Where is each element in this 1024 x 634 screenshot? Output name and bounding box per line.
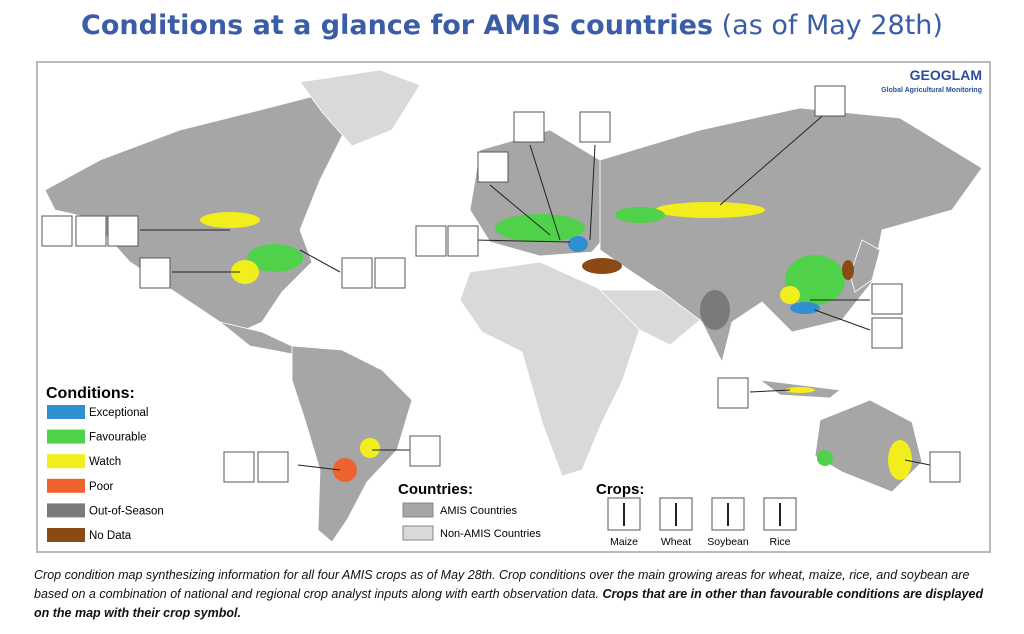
legend: Conditions: Exceptional Favourable Watch Poo… (42, 380, 797, 548)
crop-label: Rice (769, 536, 790, 548)
callouts (140, 104, 931, 471)
legend-label: Watch (89, 456, 121, 468)
legend-title: Conditions: (46, 385, 135, 402)
legend-label: Non-AMIS Countries (440, 528, 541, 540)
legend-swatch (47, 405, 85, 419)
map: Conditions: Exceptional Favourable Watch Poo… (36, 61, 991, 553)
crop-label: Soybean (707, 536, 749, 548)
title: Conditions at a glance for AMIS countrie… (81, 10, 714, 41)
caption-text: Crop condition map synthesizing informat… (34, 568, 970, 601)
subtitle: (as of May 28th) (721, 10, 943, 41)
legend-label: Favourable (89, 432, 147, 444)
legend-swatch (47, 478, 85, 493)
crop-symbols (41, 85, 961, 483)
legend-label: No Data (89, 530, 132, 542)
crop-label: Maize (610, 536, 638, 548)
legend-swatch (47, 454, 85, 469)
legend-title: Crops: (596, 481, 644, 498)
legend-swatch (47, 528, 85, 542)
legend-swatch (402, 525, 434, 541)
legend-label: Poor (89, 481, 113, 493)
legend-label: Out-of-Season (89, 505, 164, 517)
legend-title: Countries: (398, 481, 473, 498)
crop-label: Wheat (661, 536, 691, 548)
logo-tagline: Global Agricultural Monitoring (881, 87, 982, 94)
caption: Crop condition map synthesizing informat… (34, 566, 994, 623)
title-bar: Conditions at a glance for AMIS countrie… (0, 10, 1024, 41)
legend-label: AMIS Countries (440, 505, 518, 517)
land (44, 69, 983, 543)
caption-emphasis: Crops that are in other than favourable … (34, 587, 984, 620)
logo-name: GEOGLAM (910, 67, 982, 83)
condition-areas (200, 202, 912, 482)
legend-swatch (402, 502, 434, 518)
legend-label: Exceptional (89, 407, 148, 419)
legend-swatch (47, 503, 85, 518)
legend-swatch (47, 429, 85, 444)
